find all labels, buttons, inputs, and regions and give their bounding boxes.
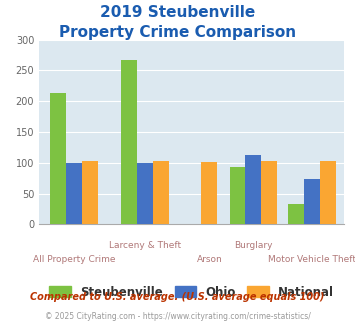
Legend: Steubenville, Ohio, National: Steubenville, Ohio, National	[45, 281, 339, 304]
Bar	[121, 60, 137, 224]
Text: Motor Vehicle Theft: Motor Vehicle Theft	[268, 255, 355, 264]
Bar	[201, 162, 217, 224]
Bar	[288, 204, 304, 224]
Text: All Property Crime: All Property Crime	[33, 255, 115, 264]
Bar	[230, 167, 245, 224]
Bar	[50, 93, 66, 224]
Bar	[153, 161, 169, 224]
Bar	[82, 161, 98, 224]
Text: 2019 Steubenville: 2019 Steubenville	[100, 5, 255, 20]
Text: Compared to U.S. average. (U.S. average equals 100): Compared to U.S. average. (U.S. average …	[30, 292, 325, 302]
Text: Larceny & Theft: Larceny & Theft	[109, 241, 181, 250]
Bar	[245, 155, 261, 224]
Text: Burglary: Burglary	[234, 241, 273, 250]
Bar	[137, 163, 153, 224]
Text: Arson: Arson	[196, 255, 222, 264]
Text: © 2025 CityRating.com - https://www.cityrating.com/crime-statistics/: © 2025 CityRating.com - https://www.city…	[45, 312, 310, 321]
Bar	[320, 161, 336, 224]
Bar	[261, 161, 277, 224]
Text: Property Crime Comparison: Property Crime Comparison	[59, 25, 296, 40]
Bar	[66, 163, 82, 224]
Bar	[304, 180, 320, 224]
